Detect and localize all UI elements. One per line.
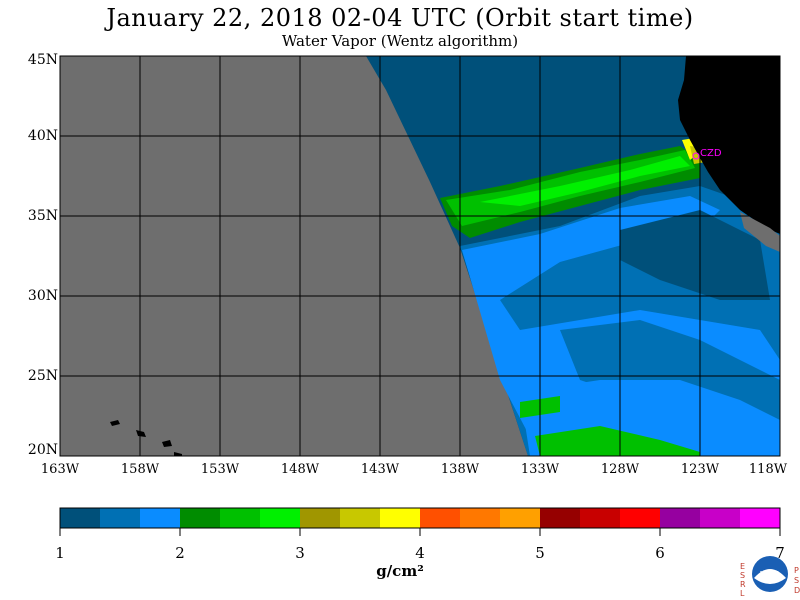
colorbar-tick: 3 bbox=[295, 544, 305, 562]
lon-label: 143W bbox=[360, 462, 400, 477]
map-title: January 22, 2018 02-04 UTC (Orbit start … bbox=[106, 4, 694, 32]
lon-label: 128W bbox=[600, 462, 640, 477]
lat-label: 35N bbox=[27, 208, 58, 224]
colorbar-tick: 5 bbox=[535, 544, 545, 562]
station-label: CZD bbox=[700, 148, 722, 159]
lat-label: 20N bbox=[27, 442, 58, 458]
island-hawaii-3 bbox=[162, 440, 172, 447]
colorbar-border bbox=[59, 507, 781, 529]
lat-label: 30N bbox=[27, 288, 58, 304]
logo-letter: S bbox=[740, 571, 746, 580]
colorbar-swatch bbox=[300, 508, 341, 528]
colorbar-tick: 7 bbox=[775, 544, 785, 562]
colorbar-swatch bbox=[100, 508, 141, 528]
lat-label: 25N bbox=[27, 368, 58, 384]
colorbar-swatch bbox=[540, 508, 581, 528]
colorbar-tick: 2 bbox=[175, 544, 185, 562]
colorbar-tick: 4 bbox=[415, 544, 425, 562]
lon-label: 138W bbox=[440, 462, 480, 477]
svg-text:NOAA: NOAA bbox=[760, 570, 781, 578]
colorbar-swatch bbox=[180, 508, 221, 528]
colorbar-swatch bbox=[580, 508, 621, 528]
lat-label: 45N bbox=[27, 52, 58, 68]
lon-label: 153W bbox=[200, 462, 240, 477]
logo-letter: L bbox=[740, 589, 745, 598]
colorbar-swatch bbox=[380, 508, 421, 528]
colorbar-swatch bbox=[420, 508, 461, 528]
noaa-logo-icon: NOAA bbox=[752, 556, 788, 592]
lon-label: 133W bbox=[520, 462, 560, 477]
colorbar-swatch bbox=[220, 508, 261, 528]
logo-letter: S bbox=[794, 576, 800, 585]
colorbar-tick: 1 bbox=[55, 544, 65, 562]
lon-label: 118W bbox=[748, 462, 788, 477]
map-border bbox=[59, 55, 781, 457]
colorbar-swatch bbox=[620, 508, 661, 528]
logo-letter: E bbox=[740, 562, 746, 571]
map-grid bbox=[60, 56, 780, 456]
band-green-bottom bbox=[535, 426, 700, 456]
island-hawaii-1 bbox=[110, 420, 120, 426]
colorbar-units: g/cm² bbox=[376, 562, 424, 580]
logo-letter: R bbox=[740, 580, 746, 589]
colorbar-swatch bbox=[660, 508, 701, 528]
colorbar-swatch bbox=[460, 508, 501, 528]
colorbar-swatch bbox=[340, 508, 381, 528]
logo-letter: D bbox=[794, 586, 800, 595]
colorbar-swatch bbox=[260, 508, 301, 528]
island-hawaii-4 bbox=[174, 452, 182, 456]
lon-label: 158W bbox=[120, 462, 160, 477]
station-marker bbox=[692, 152, 700, 160]
colorbar bbox=[59, 508, 781, 536]
lon-label: 148W bbox=[280, 462, 320, 477]
swath-dark-blue-patch bbox=[620, 210, 770, 300]
island-hawaii-2 bbox=[136, 430, 146, 437]
colorbar-swatch bbox=[140, 508, 181, 528]
colorbar-swatch bbox=[60, 508, 101, 528]
colorbar-swatch bbox=[740, 508, 781, 528]
lon-label: 123W bbox=[680, 462, 720, 477]
colorbar-swatch bbox=[700, 508, 741, 528]
lon-label: 163W bbox=[40, 462, 80, 477]
land-north-america bbox=[678, 56, 780, 234]
colorbar-swatch bbox=[500, 508, 541, 528]
plume-bright-green bbox=[480, 156, 690, 206]
colorbar-tick: 6 bbox=[655, 544, 665, 562]
coastal-nodata bbox=[740, 212, 780, 252]
lat-label: 40N bbox=[27, 128, 58, 144]
map-subtitle: Water Vapor (Wentz algorithm) bbox=[281, 32, 519, 50]
logo-letter: P bbox=[794, 566, 799, 575]
